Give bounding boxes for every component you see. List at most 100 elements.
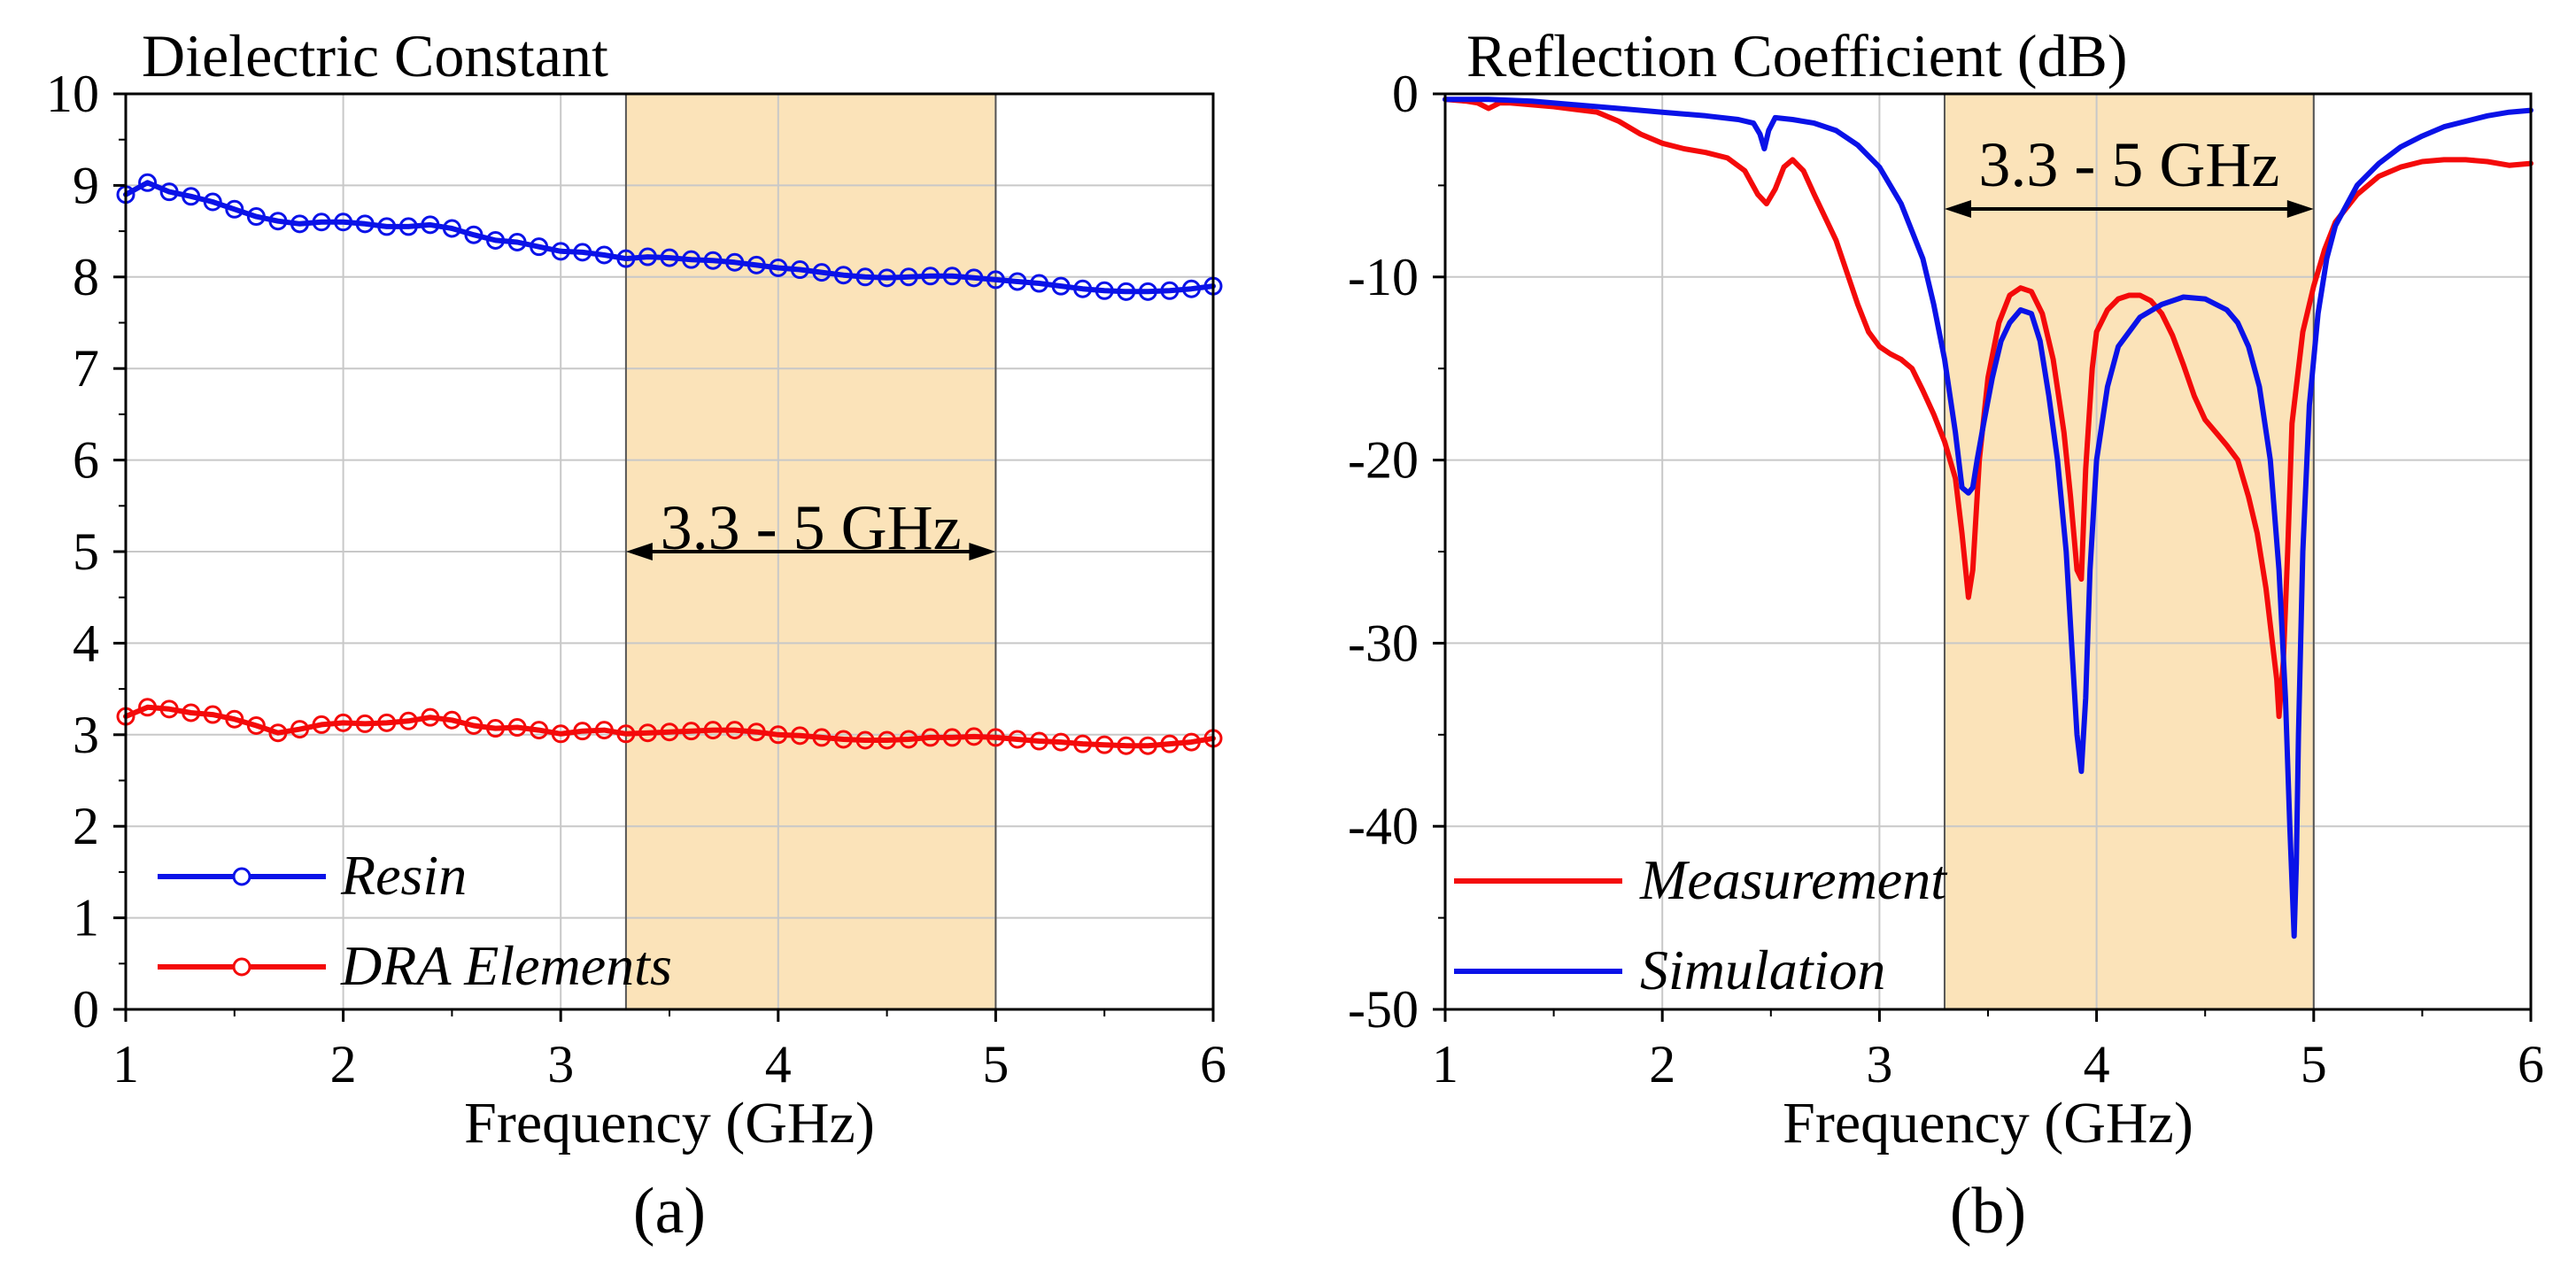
data-point — [551, 724, 570, 744]
data-point — [1095, 281, 1114, 300]
x-tick-label: 5 — [982, 1035, 1009, 1093]
data-point — [921, 267, 940, 286]
data-point — [703, 251, 723, 270]
data-point — [1117, 736, 1136, 755]
data-point — [725, 252, 745, 272]
data-point — [551, 242, 570, 261]
data-point — [159, 182, 179, 202]
x-tick-label: 3 — [547, 1035, 574, 1093]
data-point — [138, 173, 158, 192]
chart-title: Reflection Coefficient (dB) — [1466, 22, 2128, 89]
data-point — [833, 266, 853, 285]
data-point — [442, 219, 461, 238]
data-point — [594, 721, 614, 740]
data-point — [486, 230, 506, 250]
data-point — [290, 214, 309, 234]
data-point — [790, 726, 809, 746]
y-tick-label: -50 — [1348, 980, 1419, 1039]
data-point — [942, 267, 962, 286]
data-point — [942, 728, 962, 747]
data-point — [1181, 732, 1201, 752]
data-point — [203, 705, 222, 724]
x-tick-label: 3 — [1866, 1035, 1892, 1093]
data-point — [530, 237, 549, 257]
y-tick-label: 4 — [73, 614, 99, 672]
data-point — [1030, 731, 1049, 751]
data-point — [833, 730, 853, 749]
data-point — [421, 707, 440, 727]
legend-label: Measurement — [1639, 848, 1948, 911]
data-point — [616, 724, 636, 744]
legend-label: Simulation — [1640, 939, 1885, 1001]
data-point — [638, 247, 657, 267]
band-arrow-head-right — [969, 543, 996, 560]
y-tick-label: 5 — [73, 522, 99, 581]
band-arrow-head-left — [625, 543, 653, 560]
data-point — [225, 199, 244, 219]
data-point — [986, 728, 1005, 747]
x-axis-label: Frequency (GHz) — [464, 1091, 875, 1155]
data-point — [464, 715, 483, 735]
data-point — [725, 721, 745, 740]
data-point — [790, 260, 809, 280]
data-point — [682, 250, 701, 269]
data-point — [964, 727, 984, 746]
data-point — [268, 723, 288, 743]
data-point — [1181, 279, 1201, 298]
data-point — [769, 725, 788, 745]
y-tick-label: 10 — [46, 65, 99, 123]
data-point — [594, 245, 614, 265]
x-tick-label: 2 — [1649, 1035, 1675, 1093]
data-point — [616, 249, 636, 268]
data-point — [246, 207, 266, 227]
frequency-band — [1944, 94, 2314, 1009]
data-point — [1160, 734, 1180, 753]
x-tick-label: 4 — [765, 1035, 792, 1093]
data-point — [812, 263, 832, 282]
data-point — [159, 699, 179, 719]
x-tick-label: 1 — [112, 1035, 139, 1093]
y-tick-label: 3 — [73, 706, 99, 764]
x-tick-label: 1 — [1432, 1035, 1458, 1093]
data-point — [660, 248, 679, 267]
data-point — [486, 719, 506, 738]
panel-label: (a) — [633, 1175, 706, 1248]
band-label: 3.3 - 5 GHz — [1978, 129, 2279, 200]
data-point — [964, 268, 984, 288]
chart-b-reflection-coefficient: -50 -40 -30 -20 -10 0 1 2 3 4 5 6 Reflection Coeffic… — [1348, 22, 2544, 1248]
chart-title: Dielectric Constant — [142, 22, 608, 89]
legend-label: DRA Elements — [340, 934, 672, 997]
y-tick-label: -20 — [1348, 431, 1419, 490]
data-point — [682, 722, 701, 741]
data-point — [464, 225, 483, 244]
data-point — [855, 730, 875, 750]
data-point — [377, 713, 397, 732]
data-point — [398, 711, 418, 730]
data-point — [421, 215, 440, 235]
series-line-1 — [1443, 97, 2533, 939]
data-point — [855, 267, 875, 287]
y-tick-label: 6 — [73, 431, 99, 490]
data-point — [138, 698, 158, 717]
data-point — [334, 713, 353, 732]
x-tick-label: 6 — [1200, 1035, 1226, 1093]
y-tick-label: 1 — [73, 889, 99, 947]
data-point — [878, 730, 897, 750]
data-point — [921, 728, 940, 747]
data-point — [290, 720, 309, 739]
data-point — [1008, 272, 1027, 291]
x-tick-label: 4 — [2084, 1035, 2110, 1093]
legend-marker — [232, 957, 251, 977]
data-point — [1073, 734, 1093, 753]
x-axis-label: Frequency (GHz) — [1783, 1091, 2193, 1155]
band-arrow-head-left — [1944, 200, 1971, 218]
y-tick-label: 7 — [73, 339, 99, 398]
data-point — [442, 710, 461, 730]
data-point — [899, 730, 918, 749]
y-tick-label: -40 — [1348, 797, 1419, 855]
data-point — [355, 214, 375, 234]
panel-label: (b) — [1950, 1175, 2026, 1248]
data-point — [507, 233, 527, 252]
